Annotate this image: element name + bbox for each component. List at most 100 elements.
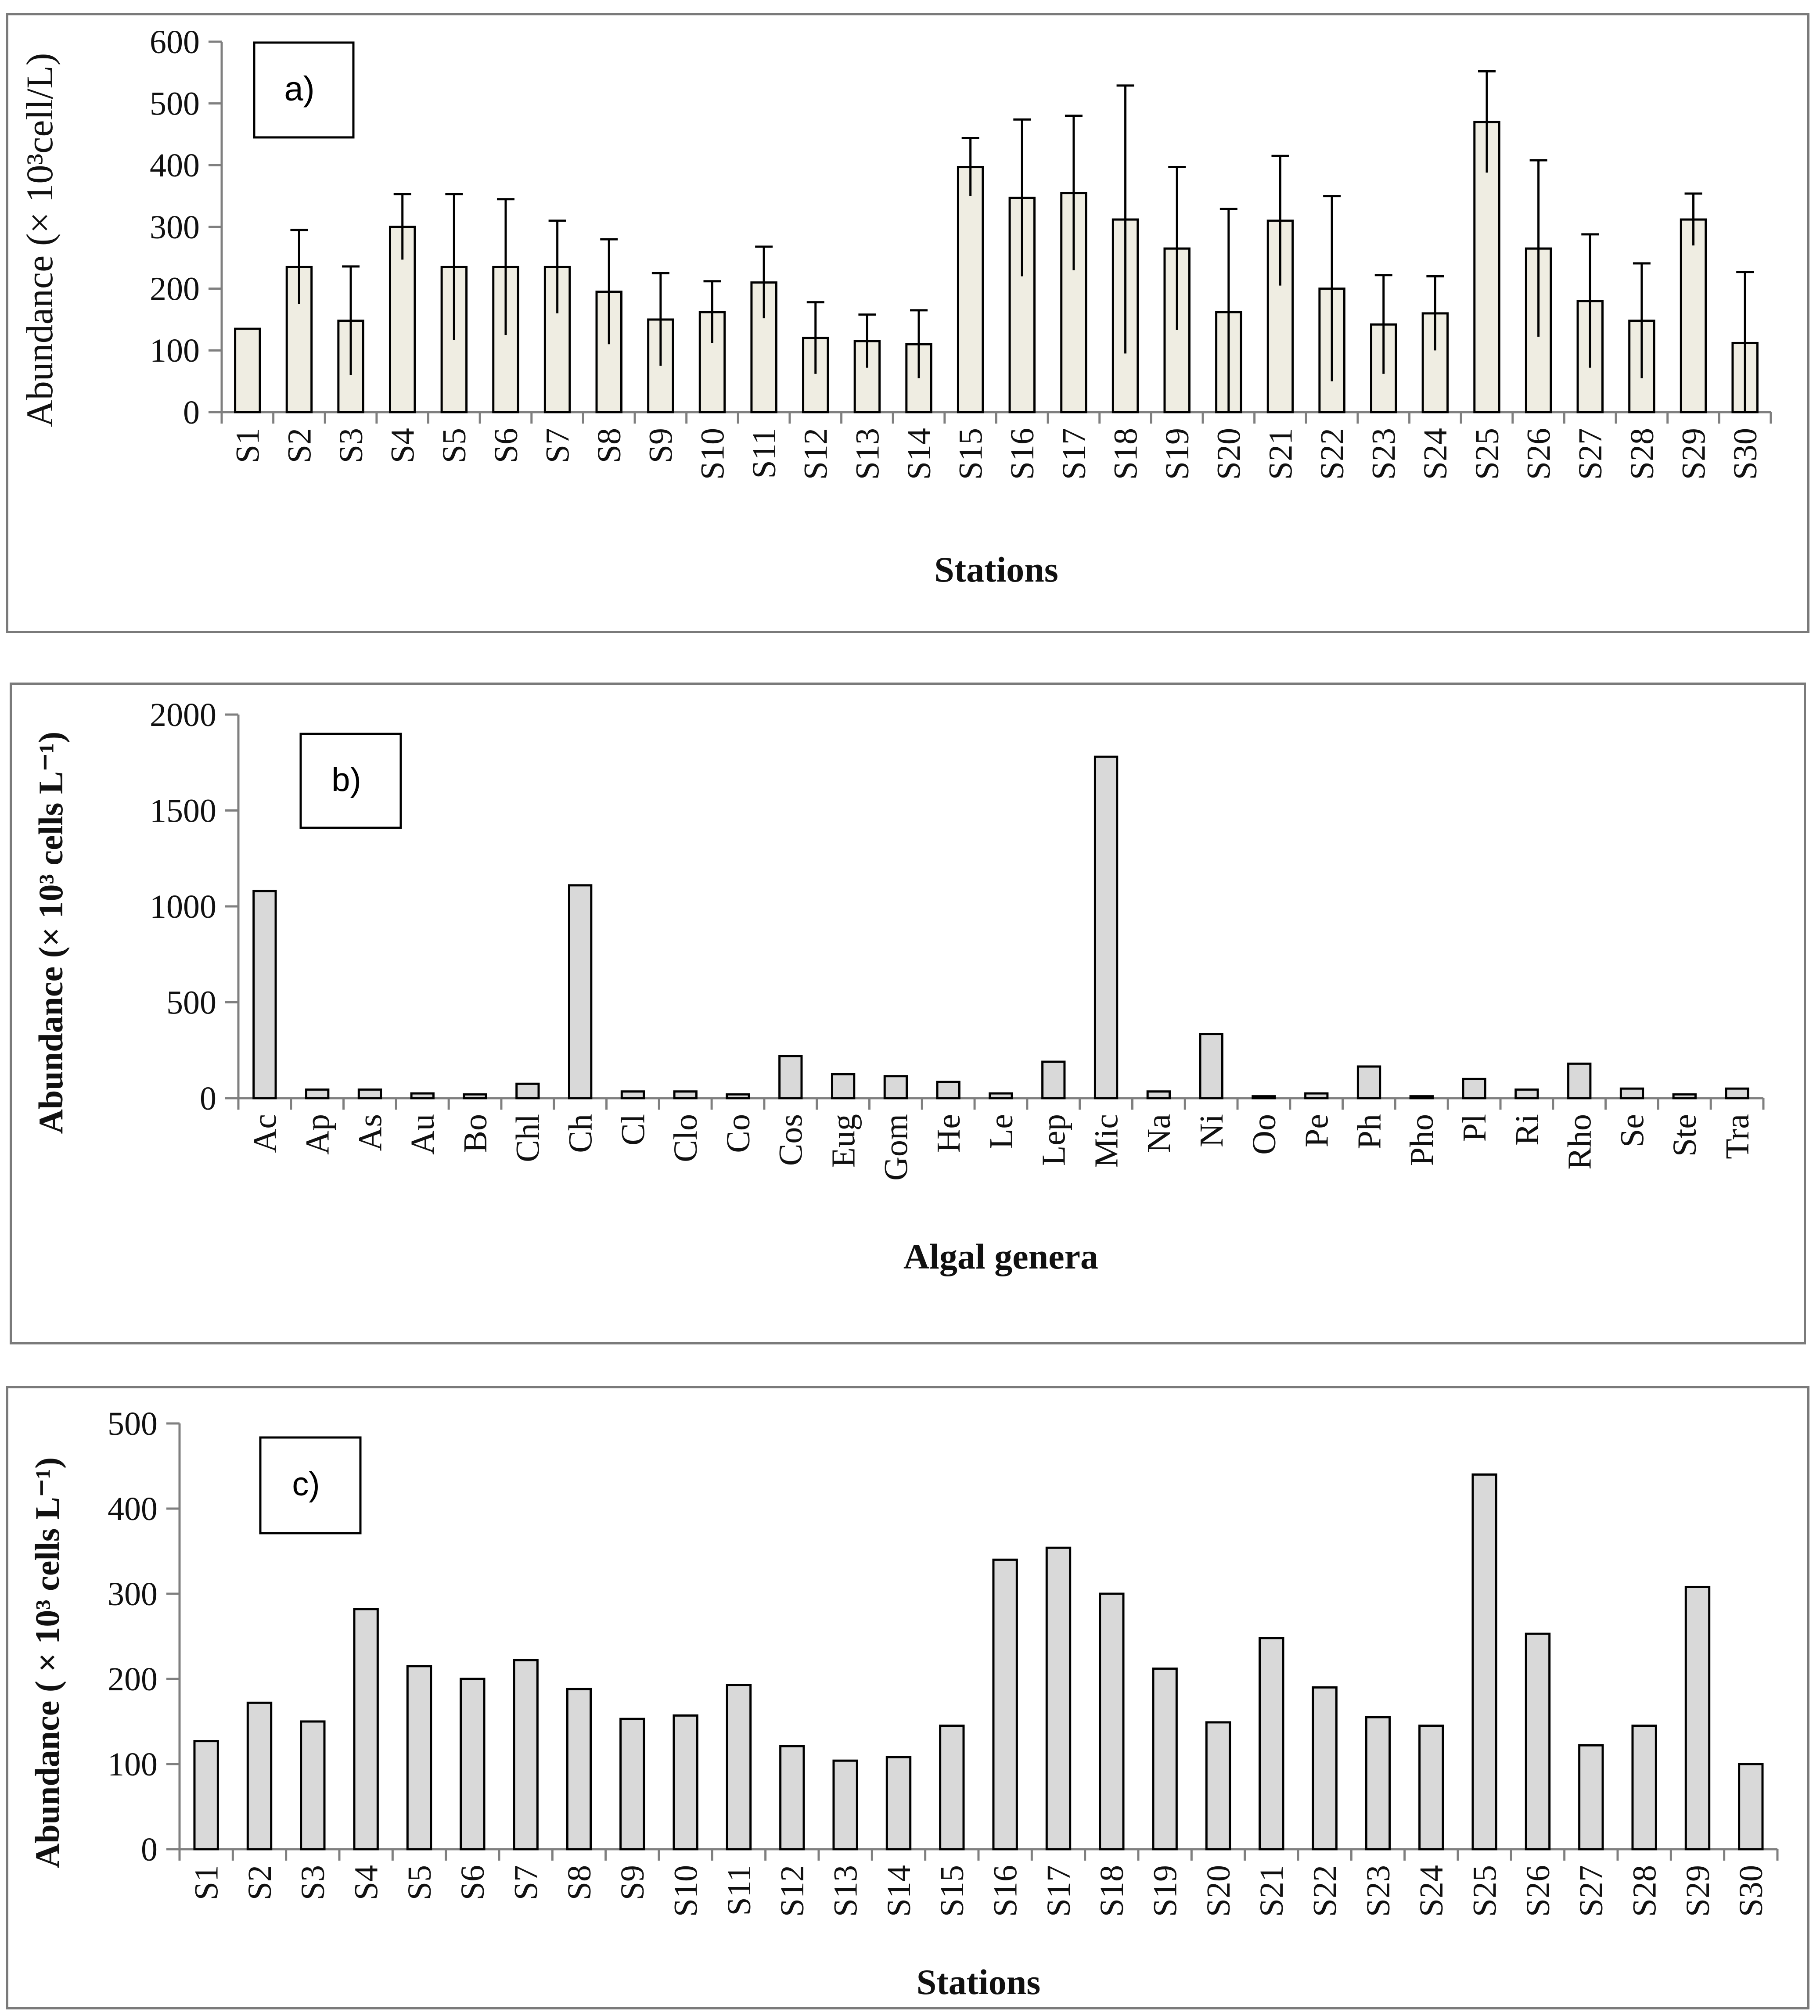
panel-label-box-a: [253, 41, 355, 139]
x-axis-title-c: Stations: [917, 1962, 1041, 2002]
bar-c-S24: [1418, 1725, 1444, 1851]
x-axis-title-a: Stations: [934, 550, 1058, 589]
x-tick-label-b-As: As: [352, 1114, 388, 1151]
bar-c-S20: [1205, 1721, 1231, 1851]
bar-c-S21: [1259, 1637, 1284, 1851]
panel-label-a: a): [284, 69, 314, 108]
x-tick-label-c-S29: S29: [1680, 1865, 1716, 1917]
x-tick-label-c-S14: S14: [881, 1865, 917, 1917]
x-tick-label-c-S17: S17: [1040, 1865, 1077, 1917]
bar-c-S28: [1631, 1725, 1657, 1851]
chart-panel-c: 0 100 200 300 400 500 S1 S2 S3 S4 S5 S6 S7 S8 S9 S10 S11…: [6, 1386, 1809, 2009]
bar-c-S27: [1578, 1744, 1604, 1851]
y-tick-label-a-6: 600: [150, 24, 200, 61]
bar-c-S9: [619, 1718, 645, 1851]
x-tick-label-b-Cl: Cl: [615, 1114, 651, 1146]
x-tick-label-a-S23: S23: [1366, 428, 1403, 480]
y-tick-label-b-4: 2000: [150, 697, 216, 733]
x-tick-label-b-Na: Na: [1140, 1114, 1177, 1153]
y-tick-label-c-4: 400: [108, 1491, 158, 1527]
x-tick-label-a-S9: S9: [643, 428, 680, 463]
bar-b-As: [357, 1088, 382, 1100]
bar-a-S15: [957, 166, 984, 413]
bar-c-S4: [353, 1608, 379, 1851]
chart-b-svg: 0 500 1000 1500 2000 Ac Ap As Au Bo Chl Ch Cl Clo Co Co…: [32, 697, 1765, 1276]
panel-label-b: b): [331, 761, 361, 798]
x-tick-label-c-S25: S25: [1467, 1865, 1503, 1917]
bar-b-Bo: [463, 1093, 487, 1100]
bar-b-Ste: [1672, 1093, 1697, 1100]
y-tick-label-a-4: 400: [150, 147, 200, 184]
x-tick-label-c-S18: S18: [1093, 1865, 1130, 1917]
bar-b-Ac: [252, 890, 277, 1100]
bar-c-S6: [460, 1678, 486, 1851]
x-tick-label-a-S4: S4: [385, 428, 421, 463]
x-tick-label-a-S25: S25: [1469, 428, 1506, 480]
x-tick-label-c-S7: S7: [508, 1865, 545, 1900]
x-tick-label-a-S29: S29: [1675, 428, 1712, 480]
x-tick-label-a-S7: S7: [539, 428, 576, 463]
y-axis-title-a: Abundance (× 10³cell/L): [18, 53, 61, 428]
x-tick-label-a-S26: S26: [1520, 428, 1557, 480]
y-tick-label-b-1: 500: [166, 984, 216, 1021]
bar-b-Co: [726, 1093, 750, 1100]
x-tick-label-b-Pl: Pl: [1456, 1114, 1493, 1142]
bar-a-S1: [234, 327, 261, 413]
bar-b-Rho: [1567, 1062, 1592, 1100]
bar-c-S1: [193, 1740, 219, 1851]
x-tick-label-a-S1: S1: [230, 428, 266, 463]
bar-c-S7: [513, 1659, 539, 1851]
panel-label-box-b: [299, 733, 402, 829]
y-tick-label-a-3: 300: [150, 209, 200, 246]
bar-c-S29: [1684, 1585, 1711, 1851]
x-tick-label-a-S8: S8: [591, 428, 628, 463]
x-tick-label-a-S20: S20: [1211, 428, 1248, 480]
x-tick-label-a-S3: S3: [333, 428, 370, 463]
x-tick-label-b-Lep: Lep: [1036, 1114, 1072, 1166]
x-tick-label-c-S2: S2: [241, 1865, 278, 1900]
x-tick-label-a-S28: S28: [1624, 428, 1661, 480]
bar-b-Pho: [1409, 1095, 1434, 1100]
x-tick-label-b-Gom: Gom: [878, 1114, 914, 1181]
x-tick-label-a-S14: S14: [901, 428, 938, 480]
y-tick-label-c-1: 100: [108, 1746, 158, 1783]
y-tick-label-a-0: 0: [183, 394, 200, 431]
bar-b-Cos: [778, 1055, 803, 1100]
x-tick-label-b-Mic: Mic: [1088, 1114, 1125, 1168]
x-tick-label-a-S13: S13: [849, 428, 886, 480]
y-tick-label-c-5: 500: [108, 1405, 158, 1442]
bar-c-S5: [406, 1665, 432, 1851]
x-tick-label-a-S17: S17: [1056, 428, 1093, 480]
bar-c-S16: [992, 1558, 1018, 1851]
bar-c-S14: [885, 1756, 912, 1851]
bar-c-S3: [300, 1720, 326, 1851]
bar-b-Oo: [1252, 1095, 1276, 1100]
bar-c-S25: [1471, 1473, 1497, 1851]
x-tick-label-c-S5: S5: [401, 1865, 438, 1900]
bar-c-S26: [1525, 1632, 1551, 1851]
x-tick-label-a-S22: S22: [1314, 428, 1351, 480]
x-tick-label-b-Ph: Ph: [1351, 1114, 1388, 1149]
x-tick-label-b-Cos: Cos: [773, 1114, 809, 1166]
x-tick-label-a-S2: S2: [281, 428, 318, 463]
x-tick-label-b-Co: Co: [720, 1114, 757, 1153]
x-tick-label-b-Bo: Bo: [457, 1114, 494, 1153]
x-tick-label-a-S24: S24: [1417, 428, 1454, 480]
x-tick-label-b-He: He: [930, 1114, 967, 1153]
x-tick-label-c-S20: S20: [1200, 1865, 1237, 1917]
bar-c-S22: [1312, 1686, 1338, 1851]
x-tick-label-c-S16: S16: [987, 1865, 1024, 1917]
x-tick-label-c-S11: S11: [721, 1865, 758, 1915]
x-tick-label-b-Rho: Rho: [1561, 1114, 1598, 1170]
y-tick-label-a-1: 100: [150, 332, 200, 369]
x-tick-label-c-S23: S23: [1360, 1865, 1397, 1917]
x-tick-label-b-Se: Se: [1614, 1114, 1651, 1147]
x-tick-label-a-S16: S16: [1004, 428, 1041, 480]
x-tick-label-c-S1: S1: [188, 1865, 225, 1900]
bar-b-Pe: [1304, 1092, 1329, 1100]
x-tick-label-a-S30: S30: [1727, 428, 1764, 480]
bar-c-S19: [1152, 1667, 1178, 1851]
x-tick-label-b-Ap: Ap: [299, 1114, 336, 1155]
bar-b-Na: [1146, 1090, 1171, 1100]
bar-c-S13: [832, 1759, 858, 1851]
